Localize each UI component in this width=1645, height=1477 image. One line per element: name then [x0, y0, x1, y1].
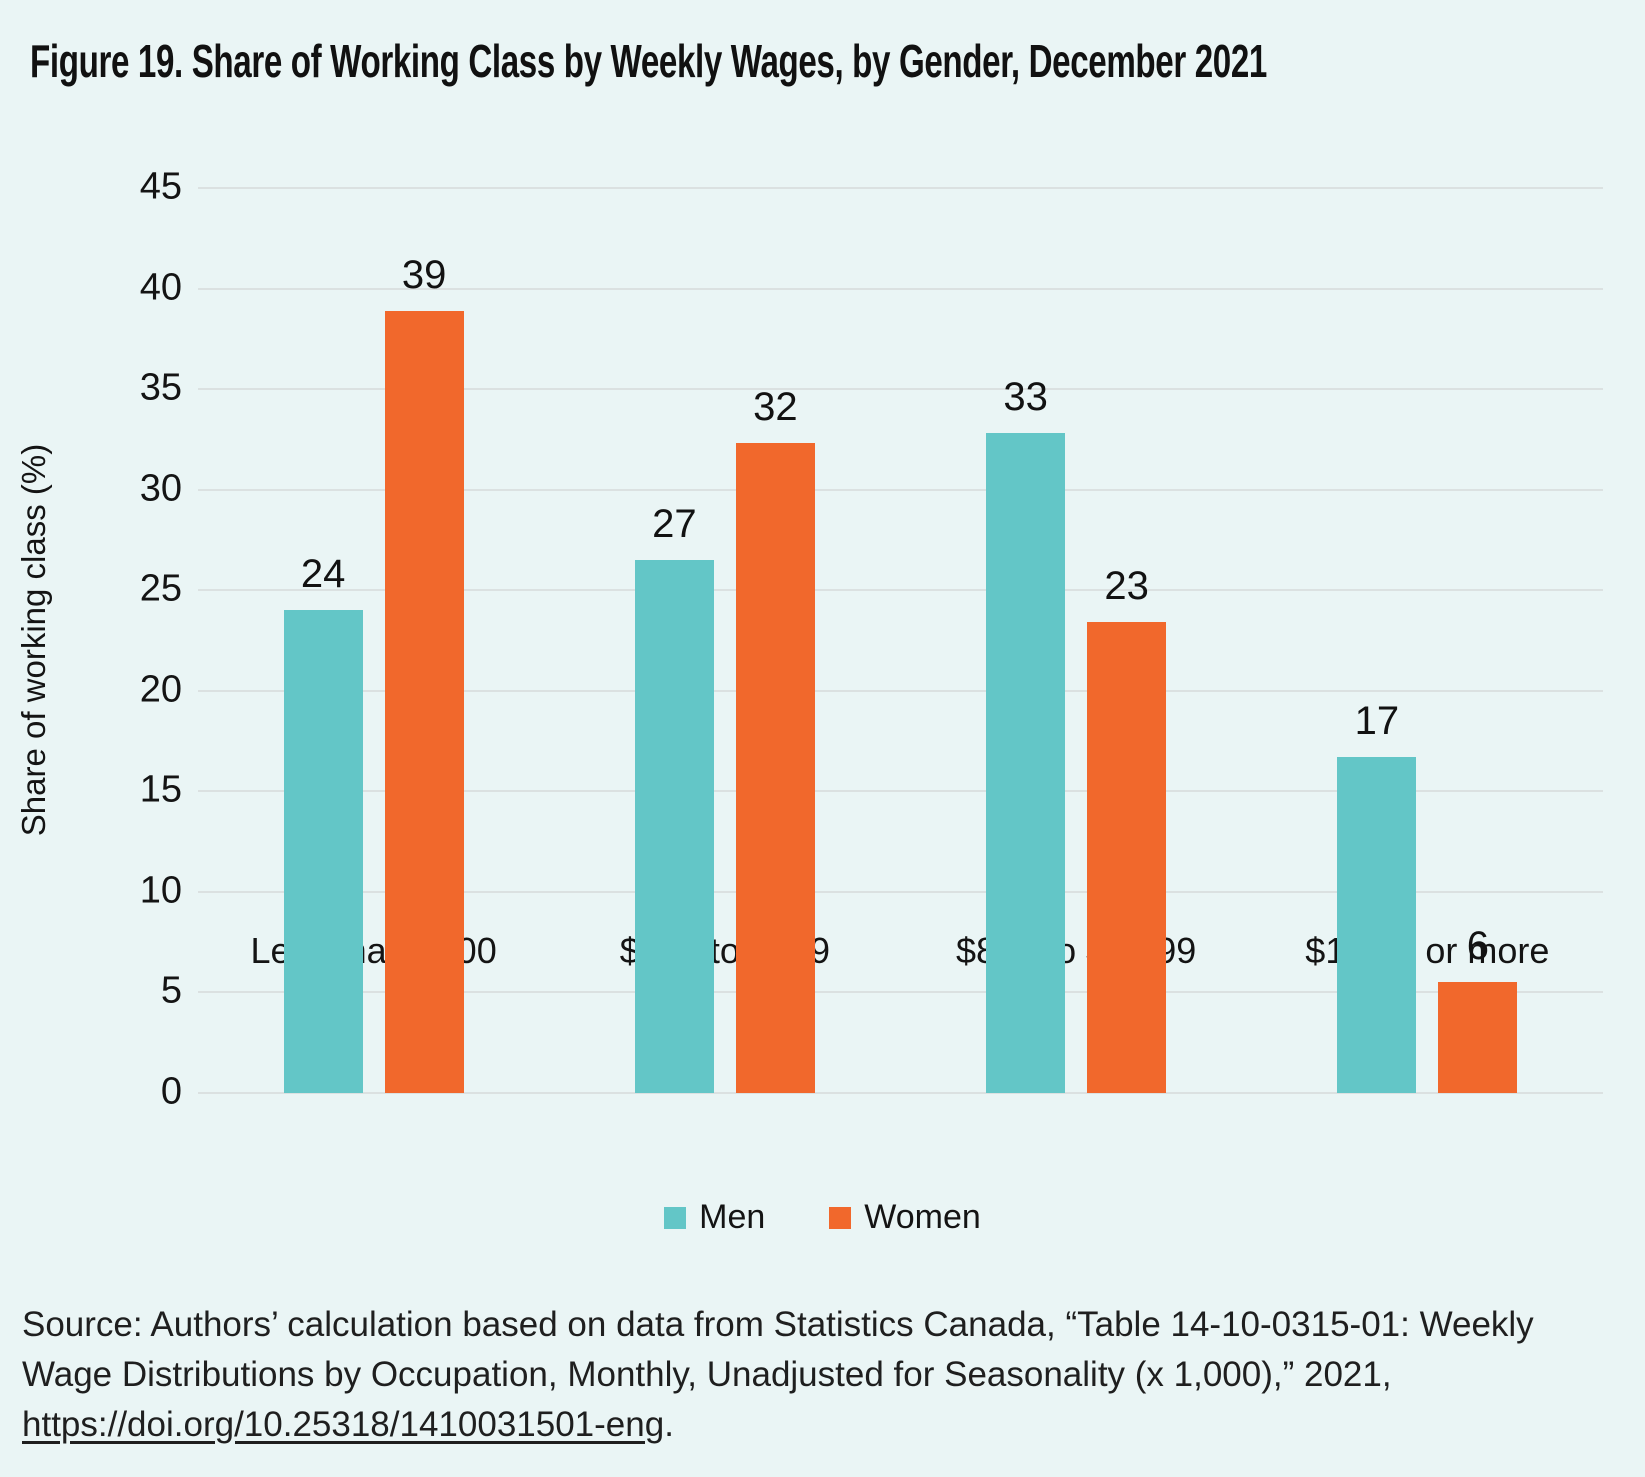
legend-label-men: Men — [699, 1198, 766, 1236]
y-axis-title: Share of working class (%) — [15, 443, 52, 837]
gridline-30 — [198, 488, 1603, 491]
y-tick-45: 45 — [139, 165, 182, 208]
bar-value-men-3: 17 — [1354, 699, 1400, 744]
legend-item-men: Men — [664, 1198, 765, 1237]
y-tick-15: 15 — [139, 768, 182, 811]
legend-swatch-women — [829, 1206, 852, 1229]
y-tick-20: 20 — [139, 668, 182, 711]
legend-item-women: Women — [829, 1198, 981, 1237]
legend-swatch-men — [664, 1206, 687, 1229]
bar-women-0 — [384, 310, 464, 1093]
plot-area: 0 5 10 15 20 25 30 35 40 45 24 27 33 17 39 32 23 6 — [140, 166, 1603, 1113]
gridline-15 — [198, 790, 1603, 793]
gridline-45 — [198, 187, 1603, 189]
y-tick-10: 10 — [139, 869, 182, 912]
bar-value-women-1: 32 — [753, 385, 798, 430]
gridline-10 — [198, 890, 1603, 893]
gridline-40 — [198, 287, 1603, 290]
y-tick-0: 0 — [160, 1070, 182, 1113]
gridline-25 — [198, 589, 1603, 592]
bar-men-3 — [1337, 757, 1417, 1093]
y-tick-25: 25 — [139, 567, 182, 610]
bar-value-men-0: 24 — [300, 552, 346, 597]
bar-value-women-3: 6 — [1466, 924, 1489, 969]
bar-value-women-2: 23 — [1104, 564, 1149, 609]
bar-value-men-1: 27 — [652, 502, 697, 547]
gridline-35 — [198, 388, 1603, 391]
bar-value-women-0: 39 — [401, 252, 447, 297]
bar-women-1 — [735, 443, 815, 1093]
bar-men-2 — [986, 433, 1066, 1093]
legend-label-women: Women — [864, 1198, 981, 1236]
source-suffix: . — [664, 1405, 674, 1444]
bar-women-3 — [1438, 982, 1518, 1093]
gridline-0 — [198, 1092, 1603, 1094]
y-tick-40: 40 — [139, 266, 182, 309]
bar-women-2 — [1087, 622, 1167, 1093]
source-note: Source: Authors’ calculation based on da… — [22, 1300, 1622, 1450]
gridline-20 — [198, 689, 1603, 692]
bar-value-men-2: 33 — [1003, 375, 1048, 420]
gridline-5 — [198, 991, 1603, 994]
source-text: Source: Authors’ calculation based on da… — [22, 1305, 1534, 1394]
figure-title: Figure 19. Share of Working Class by Wee… — [30, 34, 1645, 88]
bar-men-1 — [634, 560, 714, 1093]
y-tick-30: 30 — [139, 467, 182, 510]
y-tick-5: 5 — [160, 970, 182, 1013]
bar-men-0 — [283, 610, 363, 1093]
y-tick-35: 35 — [139, 366, 182, 409]
figure-title-text: Figure 19. Share of Working Class by Wee… — [30, 35, 1267, 87]
source-link[interactable]: https://doi.org/10.25318/1410031501-eng — [22, 1405, 665, 1444]
legend: Men Women — [0, 1198, 1645, 1237]
